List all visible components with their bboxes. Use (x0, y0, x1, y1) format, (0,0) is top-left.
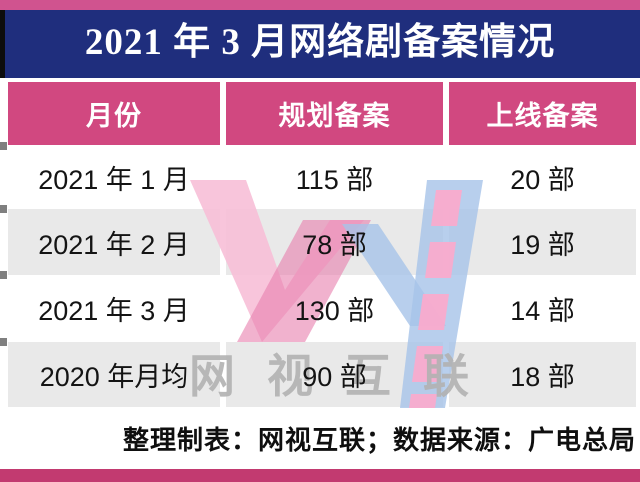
month-cell: 2021 年 2 月 (8, 209, 220, 275)
page-title: 2021 年 3 月网络剧备案情况 (84, 22, 556, 63)
online-filings-cell: 19 部 (449, 209, 636, 275)
table-header-row: 月份 规划备案 上线备案 (8, 82, 636, 145)
month-cell: 2021 年 1 月 (8, 145, 220, 209)
title-banner: 2021 年 3 月网络剧备案情况 (0, 10, 640, 78)
planned-filings-cell: 90 部 (226, 342, 443, 407)
month-cell: 2020 年月均 (8, 342, 220, 407)
column-header-planned-filings: 规划备案 (226, 82, 443, 145)
column-header-month: 月份 (8, 82, 220, 145)
left-edge-mark (0, 271, 7, 279)
bottom-accent-strip (0, 469, 640, 482)
planned-filings-cell: 78 部 (226, 209, 443, 275)
column-gutter (443, 145, 449, 209)
table-row: 2020 年月均 90 部 18 部 (8, 342, 636, 407)
column-gutter (443, 82, 449, 145)
left-edge-mark (0, 205, 7, 213)
online-filings-cell: 14 部 (449, 275, 636, 342)
table-row: 2021 年 3 月 130 部 14 部 (8, 275, 636, 342)
column-header-online-filings: 上线备案 (449, 82, 636, 145)
planned-filings-cell: 115 部 (226, 145, 443, 209)
table-row: 2021 年 2 月 78 部 19 部 (8, 209, 636, 275)
top-accent-strip (0, 0, 640, 10)
column-gutter (220, 82, 226, 145)
column-gutter (220, 342, 226, 407)
source-caption: 整理制表：网视互联；数据来源：广电总局 (122, 425, 636, 455)
month-cell: 2021 年 3 月 (8, 275, 220, 342)
filing-table: 月份 规划备案 上线备案 2021 年 1 月 115 部 20 部 2021 … (8, 82, 636, 407)
banner-left-edge (0, 10, 5, 78)
online-filings-cell: 20 部 (449, 145, 636, 209)
online-filings-cell: 18 部 (449, 342, 636, 407)
left-edge-mark (0, 338, 7, 346)
planned-filings-cell: 130 部 (226, 275, 443, 342)
column-gutter (220, 145, 226, 209)
left-edge-mark (0, 142, 7, 150)
table-row: 2021 年 1 月 115 部 20 部 (8, 145, 636, 209)
